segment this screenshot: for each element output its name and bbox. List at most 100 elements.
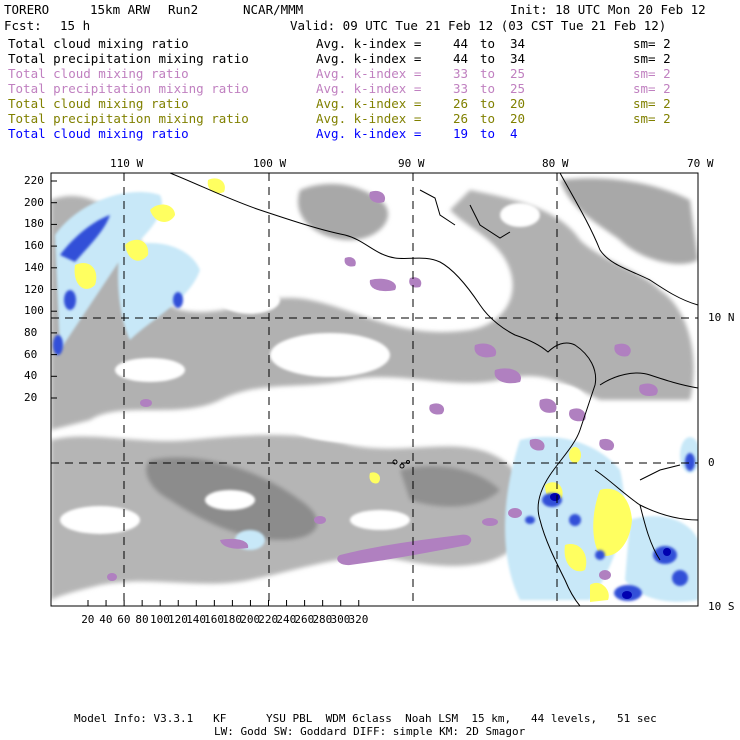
legend-field-name: Total cloud mixing ratio — [8, 126, 189, 141]
clear-areas — [60, 203, 585, 534]
legend-smoothing: sm= 2 — [633, 36, 671, 51]
physics-info-line: LW: Godd SW: Goddard DIFF: simple KM: 2D… — [214, 725, 526, 738]
legend-kindex-label: Avg. k-index = — [316, 66, 422, 81]
forecast-label: Fcst: — [4, 18, 42, 33]
y-tick-label: 200 — [24, 195, 44, 209]
legend-row: Total cloud mixing ratio Avg. k-index = 19… — [8, 126, 738, 141]
legend-to: to — [480, 51, 496, 66]
legend-to: to — [480, 81, 496, 96]
legend-field-name: Total precipitation mixing ratio — [8, 81, 249, 96]
map-frame — [50, 172, 699, 607]
lat-label-10n: 10 N — [708, 311, 735, 324]
x-tick-label: 160 — [204, 613, 225, 626]
legend-field-name: Total cloud mixing ratio — [8, 66, 189, 81]
legend-row: Total cloud mixing ratio Avg. k-index = 33… — [8, 66, 738, 81]
coastlines — [169, 173, 698, 606]
lon-label-100w: 100 W — [253, 157, 287, 170]
model-name: TORERO — [4, 2, 50, 17]
lon-label-90w: 90 W — [398, 157, 425, 170]
y-tick-label: 120 — [24, 282, 44, 296]
legend-k-start: 33 — [453, 81, 469, 96]
legend-to: to — [480, 36, 496, 51]
legend-smoothing: sm= 2 — [633, 96, 671, 111]
yellow-field — [74, 178, 632, 602]
x-tick-label: 280 — [312, 613, 333, 626]
lon-label-70w: 70 W — [687, 157, 714, 170]
legend-row: Total precipitation mixing ratio Avg. k-i… — [8, 51, 738, 66]
purple-field — [107, 190, 658, 581]
y-tick-label: 140 — [24, 260, 44, 274]
legend-k-start: 33 — [453, 66, 469, 81]
legend-k-start: 26 — [453, 96, 469, 111]
x-tick-label: 300 — [330, 613, 351, 626]
y-tick-label: 160 — [24, 239, 44, 253]
lat-label-10s: 10 S — [708, 600, 735, 613]
forecast-value: 15 h — [60, 18, 91, 33]
legend-field-name: Total cloud mixing ratio — [8, 96, 189, 111]
legend-smoothing: sm= 2 — [633, 51, 671, 66]
lon-label-80w: 80 W — [542, 157, 569, 170]
x-tick-label: 40 — [99, 613, 113, 626]
legend-k-end: 34 — [510, 36, 526, 51]
x-tick-label: 100 — [150, 613, 170, 626]
legend-k-end: 20 — [510, 111, 526, 126]
org-label: NCAR/MMM — [243, 2, 304, 17]
y-tick-label: 60 — [24, 347, 38, 361]
y-tick-label: 80 — [24, 325, 38, 339]
x-tick-label: 260 — [294, 613, 315, 626]
legend-kindex-label: Avg. k-index = — [316, 96, 422, 111]
legend-to: to — [480, 66, 496, 81]
legend-k-start: 26 — [453, 111, 469, 126]
legend-to: to — [480, 111, 496, 126]
x-tick-label: 80 — [135, 613, 149, 626]
legend-k-start: 44 — [453, 36, 469, 51]
legend-k-end: 25 — [510, 66, 526, 81]
legend-smoothing: sm= 2 — [633, 66, 671, 81]
resolution-label: 15km ARW — [90, 2, 151, 17]
legend-row: Total cloud mixing ratio Avg. k-index = 26… — [8, 96, 738, 111]
y-tick-label: 40 — [24, 369, 38, 383]
x-tick-label: 140 — [186, 613, 206, 626]
y-tick-label: 100 — [24, 304, 44, 318]
legend-field-name: Total precipitation mixing ratio — [8, 111, 249, 126]
legend-kindex-label: Avg. k-index = — [316, 36, 422, 51]
legend-k-start: 44 — [453, 51, 469, 66]
legend-k-end: 20 — [510, 96, 526, 111]
legend-row: Total cloud mixing ratio Avg. k-index = 44… — [8, 36, 738, 51]
valid-time: Valid: 09 UTC Tue 21 Feb 12 (03 CST Tue … — [290, 18, 667, 33]
legend-kindex-label: Avg. k-index = — [316, 81, 422, 96]
x-tick-label: 240 — [276, 613, 297, 626]
blue-field — [53, 215, 695, 601]
legend-kindex-label: Avg. k-index = — [316, 51, 422, 66]
legend-row: Total precipitation mixing ratio Avg. k-i… — [8, 81, 738, 96]
legend-field-name: Total cloud mixing ratio — [8, 36, 189, 51]
lon-label-110w: 110 W — [110, 157, 144, 170]
x-tick-label: 220 — [258, 613, 279, 626]
legend-k-start: 19 — [453, 126, 469, 141]
x-tick-label: 200 — [240, 613, 261, 626]
legend-k-end: 34 — [510, 51, 526, 66]
x-tick-label: 60 — [117, 613, 131, 626]
legend-to: to — [480, 96, 496, 111]
y-tick-label: 20 — [24, 391, 38, 404]
legend-k-end: 4 — [510, 126, 518, 141]
legend-row: Total precipitation mixing ratio Avg. k-i… — [8, 111, 738, 126]
run-label: Run2 — [168, 2, 199, 17]
x-tick-label: 180 — [222, 613, 243, 626]
legend-field-name: Total precipitation mixing ratio — [8, 51, 249, 66]
legend-smoothing: sm= 2 — [633, 111, 671, 126]
legend-k-end: 25 — [510, 81, 526, 96]
legend-kindex-label: Avg. k-index = — [316, 126, 422, 141]
lat-label-0: 0 — [708, 456, 715, 469]
graticule — [51, 173, 698, 606]
legend-to: to — [480, 126, 496, 141]
legend-smoothing: sm= 2 — [633, 81, 671, 96]
legend-kindex-label: Avg. k-index = — [316, 111, 422, 126]
model-info-line: Model Info: V3.3.1 KF YSU PBL WDM 6class… — [74, 712, 657, 725]
y-tick-label: 220 — [24, 174, 44, 187]
x-tick-label: 320 — [348, 613, 369, 626]
y-tick-label: 180 — [24, 217, 44, 231]
x-tick-label: 120 — [168, 613, 188, 626]
x-tick-label: 20 — [81, 613, 95, 626]
